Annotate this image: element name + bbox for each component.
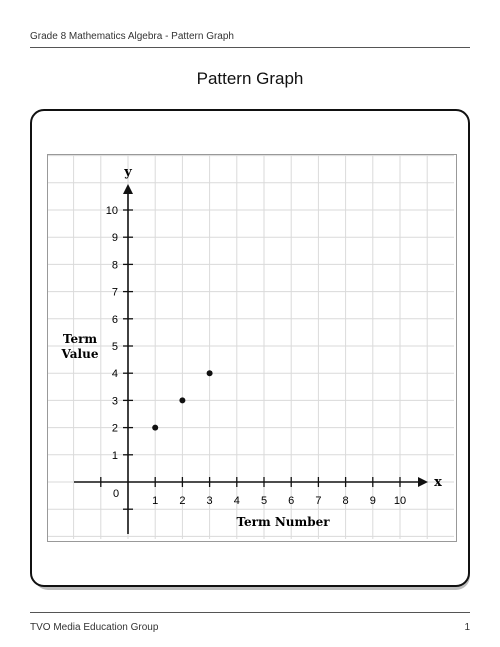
x-tick-label: 1 (152, 495, 158, 507)
graph-card (30, 109, 470, 587)
x-tick-label: 4 (234, 495, 240, 507)
footer-text: TVO Media Education Group (30, 622, 159, 633)
x-tick-label: 10 (394, 495, 406, 507)
page-title: Pattern Graph (196, 69, 304, 88)
tick-marks (100, 209, 401, 510)
page-number: 1 (464, 622, 470, 633)
data-point (206, 370, 213, 377)
y-tick-label: 7 (112, 287, 118, 299)
y-axis-label: Term Value (61, 332, 99, 361)
x-tick-label: 5 (261, 495, 267, 507)
header-divider (30, 47, 470, 48)
y-tick-label: 3 (112, 395, 118, 407)
y-tick-label: 1 (112, 450, 118, 462)
y-axis-label-line: Value (61, 347, 99, 361)
y-axis-label-line: Term (63, 332, 98, 346)
y-tick-label: 6 (112, 314, 118, 326)
y-tick-label: 10 (106, 205, 118, 217)
y-tick-label: 5 (112, 341, 118, 353)
y-axis-letter: y (123, 165, 132, 180)
data-points (152, 370, 213, 431)
x-tick-label: 7 (315, 495, 321, 507)
axes (74, 184, 428, 534)
x-axis-label: Term Number (236, 515, 330, 529)
data-point (152, 424, 159, 431)
y-tick-label: 2 (112, 423, 118, 435)
y-tick-label: 8 (112, 259, 118, 271)
x-tick-label: 3 (207, 495, 213, 507)
x-axis-letter: x (434, 475, 442, 490)
y-tick-label: 9 (112, 232, 118, 244)
x-tick-label: 8 (343, 495, 349, 507)
tick-labels: 1 2 3 4 5 6 7 8 9 10 1 2 3 4 5 6 7 8 9 10 (106, 205, 406, 507)
page-header: Grade 8 Mathematics Algebra - Pattern Gr… (30, 31, 234, 42)
x-tick-label: 9 (370, 495, 376, 507)
x-tick-label: 6 (288, 495, 294, 507)
origin-label: 0 (113, 488, 119, 500)
footer-divider (30, 612, 470, 613)
y-axis-arrow (123, 184, 133, 194)
graph-border (47, 154, 457, 542)
data-point (179, 397, 186, 404)
x-tick-label: 2 (179, 495, 185, 507)
x-axis-arrow (418, 477, 428, 487)
y-tick-label: 4 (112, 368, 118, 380)
